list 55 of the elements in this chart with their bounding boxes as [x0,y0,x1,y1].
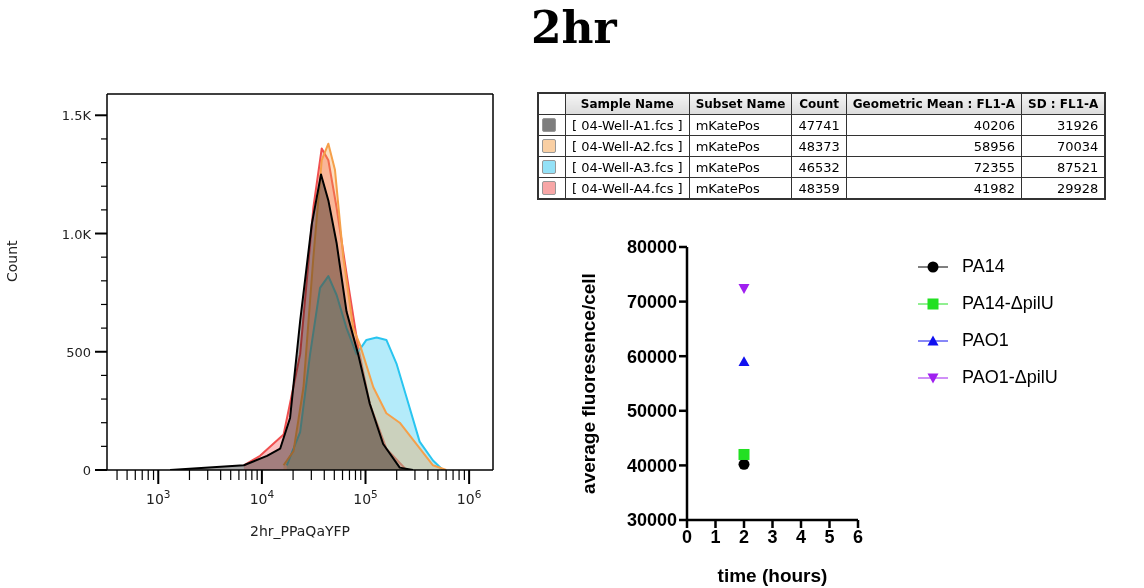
x-tick-label: 5 [824,526,835,547]
x-tick-label: 3 [767,526,778,547]
x-tick-label: 4 [795,526,807,547]
y-tick-label: 1.5K [61,108,92,124]
text: mKatePos [695,180,760,196]
category-label: [ 04-Well-A2.fcs ] [572,138,683,154]
x-tick-label: 6 [852,526,864,547]
text: 87521 [1056,159,1099,175]
text: 48373 [798,138,840,154]
category-label: SD : FL1-A [1021,93,1106,115]
category-label: [ 04-Well-A4.fcs ] [572,180,683,196]
category-label: [ 04-Well-A1.fcs ] [572,117,683,133]
text: 58956 [973,138,1016,154]
legend-label: PA14 [962,256,1005,277]
y-axis-title: Count [3,239,20,282]
x-tick-label: 0 [681,526,693,547]
text: 31926 [1056,117,1099,133]
text: 48359 [798,180,840,196]
text: 47741 [798,117,840,133]
legend-label: PAO1 [962,330,1009,351]
category-label: Subset Name [689,93,792,115]
legend-label: PAO1-ΔpilU [962,367,1058,388]
category-label: [ 04-Well-A3.fcs ] [572,159,683,175]
y-tick-label: 40000 [626,455,677,476]
y-tick-label: 80000 [626,237,677,258]
x-axis-title: 2hr_PPaQaYFP [249,523,351,539]
x-tick-label: 2 [738,526,750,547]
x-axis-title: time (hours) [717,565,828,586]
text: 41982 [973,180,1016,196]
category-label: Geometric Mean : FL1-A [846,93,1022,115]
y-tick-label: 0 [82,463,91,478]
y-tick-label: 1.0K [61,226,92,242]
text: 29928 [1056,180,1099,196]
text: mKatePos [695,138,760,154]
text: 2hr [531,2,617,53]
text: 46532 [798,159,840,175]
text: 70034 [1056,138,1099,154]
y-tick-label: 70000 [626,291,677,312]
y-tick-label: 500 [66,344,91,360]
category-label: Count [791,93,847,115]
text: 40206 [973,117,1016,133]
y-tick-label: 30000 [626,510,677,531]
x-tick-label: 10$^{6}$ [456,488,482,507]
x-tick-label: 1 [710,526,721,547]
legend-label: PA14-ΔpilU [962,293,1054,314]
text: mKatePos [695,117,760,133]
y-axis-title: average fluoresence/cell [577,273,599,494]
x-tick-label: 10$^{4}$ [249,488,275,507]
y-tick-label: 60000 [626,346,677,367]
x-tick-label: 10$^{3}$ [146,488,171,507]
text: 72355 [973,159,1016,175]
text: mKatePos [695,159,760,175]
x-tick-label: 10$^{5}$ [353,488,378,507]
y-tick-label: 50000 [626,401,677,422]
category-label: Sample Name [565,93,690,115]
